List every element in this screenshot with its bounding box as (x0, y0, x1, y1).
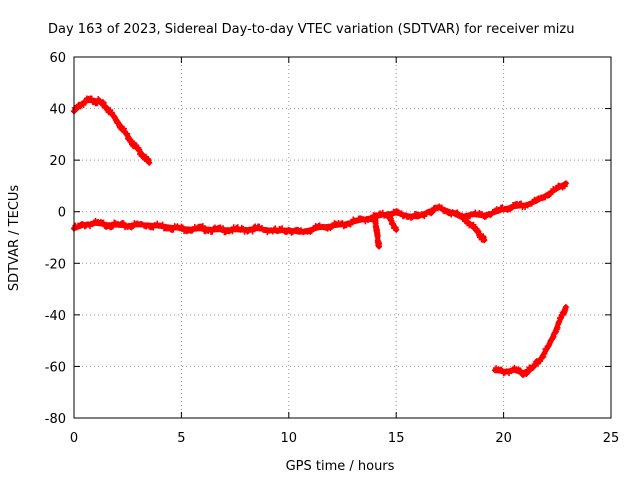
data-point (136, 146, 143, 153)
y-tick-label: 0 (58, 206, 66, 221)
data-point (438, 204, 445, 211)
chart-title: Day 163 of 2023, Sidereal Day-to-day VTE… (48, 22, 574, 37)
data-point (562, 304, 569, 311)
y-tick-label: -40 (45, 309, 66, 324)
data-point (120, 220, 127, 227)
series-trace (492, 304, 569, 376)
data-point (524, 370, 531, 377)
data-point (100, 99, 107, 106)
x-tick-label: 25 (603, 431, 620, 446)
data-point (220, 225, 227, 232)
y-tick-label: 40 (49, 103, 66, 118)
data-point (429, 209, 436, 216)
data-point (159, 221, 166, 228)
data-point (100, 219, 107, 226)
data-point (124, 130, 131, 137)
series-arc-low (492, 304, 569, 376)
plot-frame (73, 56, 612, 419)
x-tick-label: 10 (281, 431, 298, 446)
data-point (517, 367, 524, 374)
y-axis-title: SDTVAR / TECUs (7, 185, 22, 292)
data-point (376, 243, 383, 250)
data-point (562, 180, 569, 187)
data-point (179, 224, 186, 231)
data-point (120, 125, 127, 132)
data-point (475, 228, 482, 235)
y-tick-label: -20 (45, 257, 66, 272)
y-tick-label: 60 (49, 51, 66, 66)
data-point (561, 183, 568, 190)
data-point (99, 99, 106, 106)
data-point (249, 228, 256, 235)
data-point (109, 223, 116, 230)
data-point (460, 215, 467, 222)
data-point (550, 333, 557, 340)
data-point (209, 228, 216, 235)
grid-lines (74, 57, 611, 418)
data-point (554, 324, 561, 331)
data-point (393, 226, 400, 233)
axis-ticks: 0 5 10 15 20 25 60 40 20 0 -20 -40 -60 -80 (45, 51, 620, 446)
data-point (539, 354, 546, 361)
x-tick-label: 15 (388, 431, 405, 446)
data-point (541, 350, 548, 357)
data-marks (71, 95, 569, 379)
data-point (199, 223, 206, 230)
data-point (525, 368, 532, 375)
x-axis-title: GPS time / hours (286, 459, 395, 474)
data-point (481, 237, 488, 244)
data-point (88, 95, 95, 102)
y-tick-label: -80 (45, 412, 66, 427)
x-tick-label: 0 (70, 431, 78, 446)
x-tick-label: 5 (177, 431, 185, 446)
y-tick-label: 20 (49, 154, 66, 169)
data-point (556, 318, 563, 325)
y-tick-label: -60 (45, 360, 66, 375)
data-point (540, 353, 547, 360)
x-tick-label: 20 (495, 431, 512, 446)
data-point (146, 159, 153, 166)
